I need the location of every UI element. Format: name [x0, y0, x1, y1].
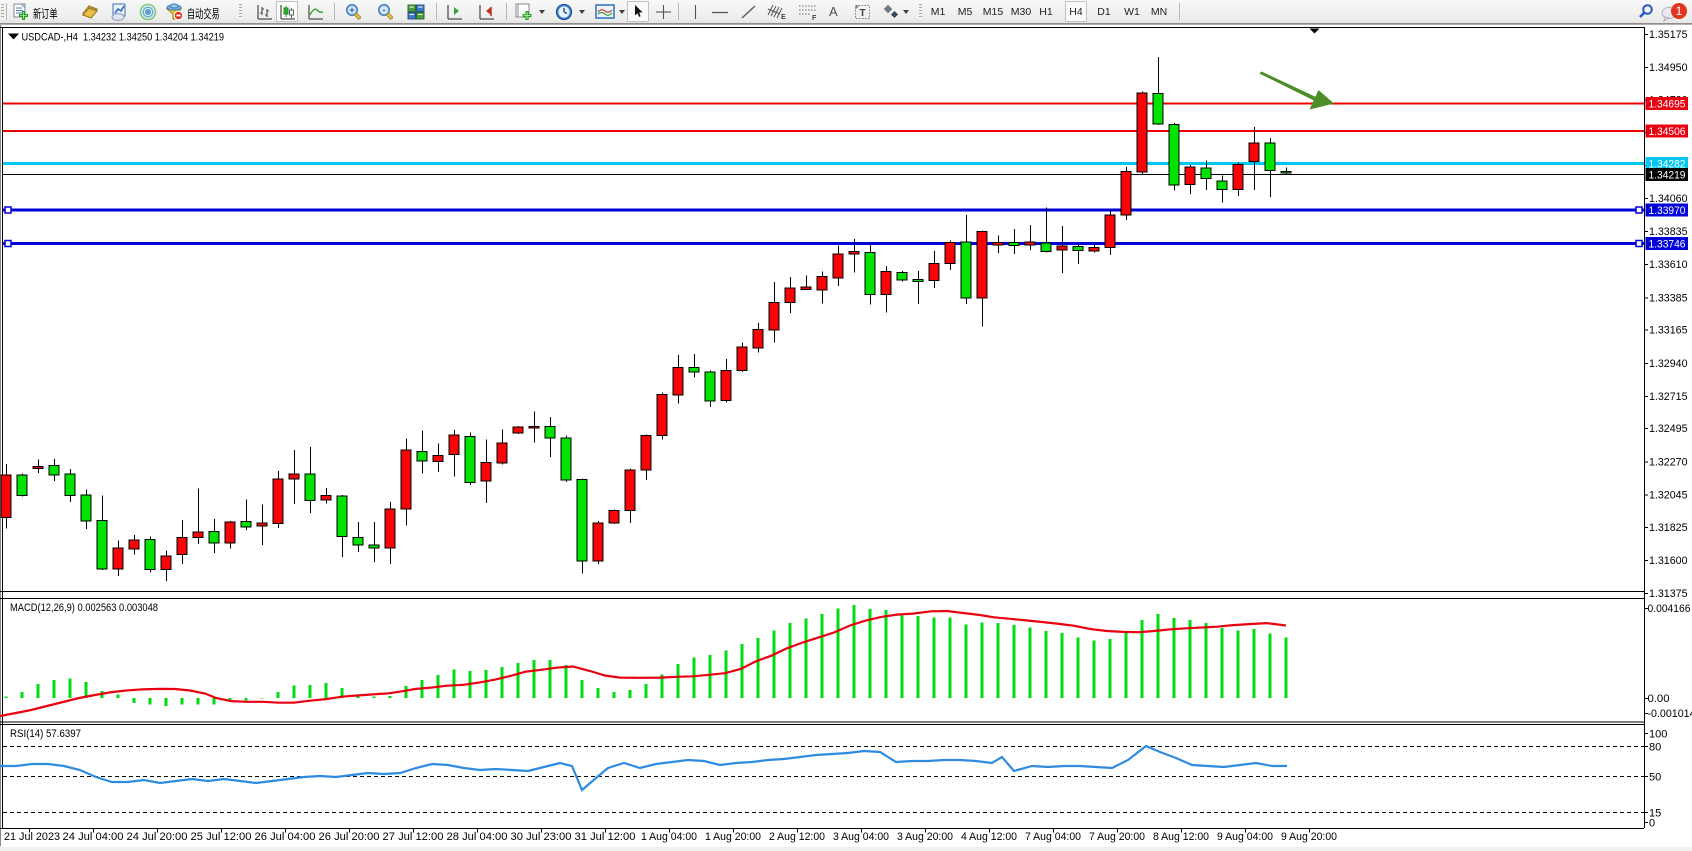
svg-text:MACD(12,26,9) 0.002563 0.00304: MACD(12,26,9) 0.002563 0.003048 — [10, 602, 158, 614]
svg-text:27 Jul 12:00: 27 Jul 12:00 — [383, 831, 444, 843]
svg-text:-0.001014: -0.001014 — [1648, 708, 1692, 720]
svg-text:1.32715: 1.32715 — [1649, 391, 1688, 403]
svg-text:-: - — [383, 5, 386, 15]
svg-text:1: 1 — [1676, 4, 1683, 18]
svg-text:80: 80 — [1649, 742, 1661, 754]
svg-text:1 Aug 20:00: 1 Aug 20:00 — [705, 831, 761, 843]
svg-text:9 Aug 04:00: 9 Aug 04:00 — [1217, 831, 1273, 843]
svg-text:1.31825: 1.31825 — [1649, 522, 1688, 534]
svg-text:3 Aug 04:00: 3 Aug 04:00 — [833, 831, 889, 843]
svg-text:1.33746: 1.33746 — [1649, 239, 1686, 251]
svg-text:0.00: 0.00 — [1648, 693, 1670, 705]
svg-text:7 Aug 04:00: 7 Aug 04:00 — [1025, 831, 1081, 843]
svg-text:31 Jul 12:00: 31 Jul 12:00 — [575, 831, 636, 843]
svg-text:24 Jul 20:00: 24 Jul 20:00 — [127, 831, 188, 843]
svg-text:1.33970: 1.33970 — [1649, 205, 1686, 217]
svg-text:1.35175: 1.35175 — [1649, 29, 1688, 41]
svg-text:1 Aug 04:00: 1 Aug 04:00 — [641, 831, 697, 843]
svg-text:1.32940: 1.32940 — [1649, 358, 1688, 370]
svg-text:+: + — [349, 5, 354, 15]
svg-text:26 Jul 20:00: 26 Jul 20:00 — [319, 831, 380, 843]
svg-text:8 Aug 12:00: 8 Aug 12:00 — [1153, 831, 1209, 843]
svg-text:1.31600: 1.31600 — [1649, 555, 1688, 567]
svg-text:1.32270: 1.32270 — [1649, 456, 1688, 468]
svg-text:RSI(14) 57.6397: RSI(14) 57.6397 — [10, 728, 81, 740]
svg-text:24 Jul 04:00: 24 Jul 04:00 — [63, 831, 124, 843]
svg-text:1.34219: 1.34219 — [1649, 170, 1686, 182]
svg-text:1.34060: 1.34060 — [1649, 193, 1688, 205]
svg-text:0: 0 — [1649, 818, 1655, 830]
svg-text:1.32045: 1.32045 — [1649, 489, 1688, 501]
svg-text:2 Aug 12:00: 2 Aug 12:00 — [769, 831, 825, 843]
svg-text:15: 15 — [1649, 808, 1661, 820]
svg-text:1.33165: 1.33165 — [1649, 325, 1688, 337]
svg-text:1.33835: 1.33835 — [1649, 226, 1688, 238]
svg-text:100: 100 — [1649, 729, 1667, 741]
svg-text:28 Jul 04:00: 28 Jul 04:00 — [447, 831, 508, 843]
svg-text:1.34506: 1.34506 — [1649, 126, 1686, 138]
svg-text:1.31375: 1.31375 — [1649, 588, 1688, 600]
svg-text:4 Aug 12:00: 4 Aug 12:00 — [961, 831, 1017, 843]
svg-text:0.004166: 0.004166 — [1648, 603, 1691, 615]
svg-text:USDCAD-,H4 1.34232 1.34250 1.: USDCAD-,H4 1.34232 1.34250 1.34204 1.342… — [22, 32, 225, 44]
svg-text:25 Jul 12:00: 25 Jul 12:00 — [191, 831, 252, 843]
svg-text:F: F — [812, 15, 817, 21]
svg-text:30 Jul 23:00: 30 Jul 23:00 — [511, 831, 572, 843]
svg-text:50: 50 — [1649, 772, 1661, 784]
svg-text:1.34950: 1.34950 — [1649, 62, 1688, 74]
svg-text:1.33385: 1.33385 — [1649, 292, 1688, 304]
svg-text:1.34695: 1.34695 — [1649, 99, 1686, 111]
svg-text:E: E — [781, 14, 786, 21]
svg-text:7 Aug 20:00: 7 Aug 20:00 — [1089, 831, 1145, 843]
svg-text:26 Jul 04:00: 26 Jul 04:00 — [255, 831, 316, 843]
svg-text:1.34282: 1.34282 — [1649, 159, 1686, 171]
svg-text:3 Aug 20:00: 3 Aug 20:00 — [897, 831, 953, 843]
svg-text:T: T — [859, 8, 865, 19]
svg-text:1.33610: 1.33610 — [1649, 259, 1688, 271]
svg-text:1.32495: 1.32495 — [1649, 423, 1688, 435]
svg-text:9 Aug 20:00: 9 Aug 20:00 — [1281, 831, 1337, 843]
svg-text:21 Jul 2023: 21 Jul 2023 — [4, 831, 60, 843]
